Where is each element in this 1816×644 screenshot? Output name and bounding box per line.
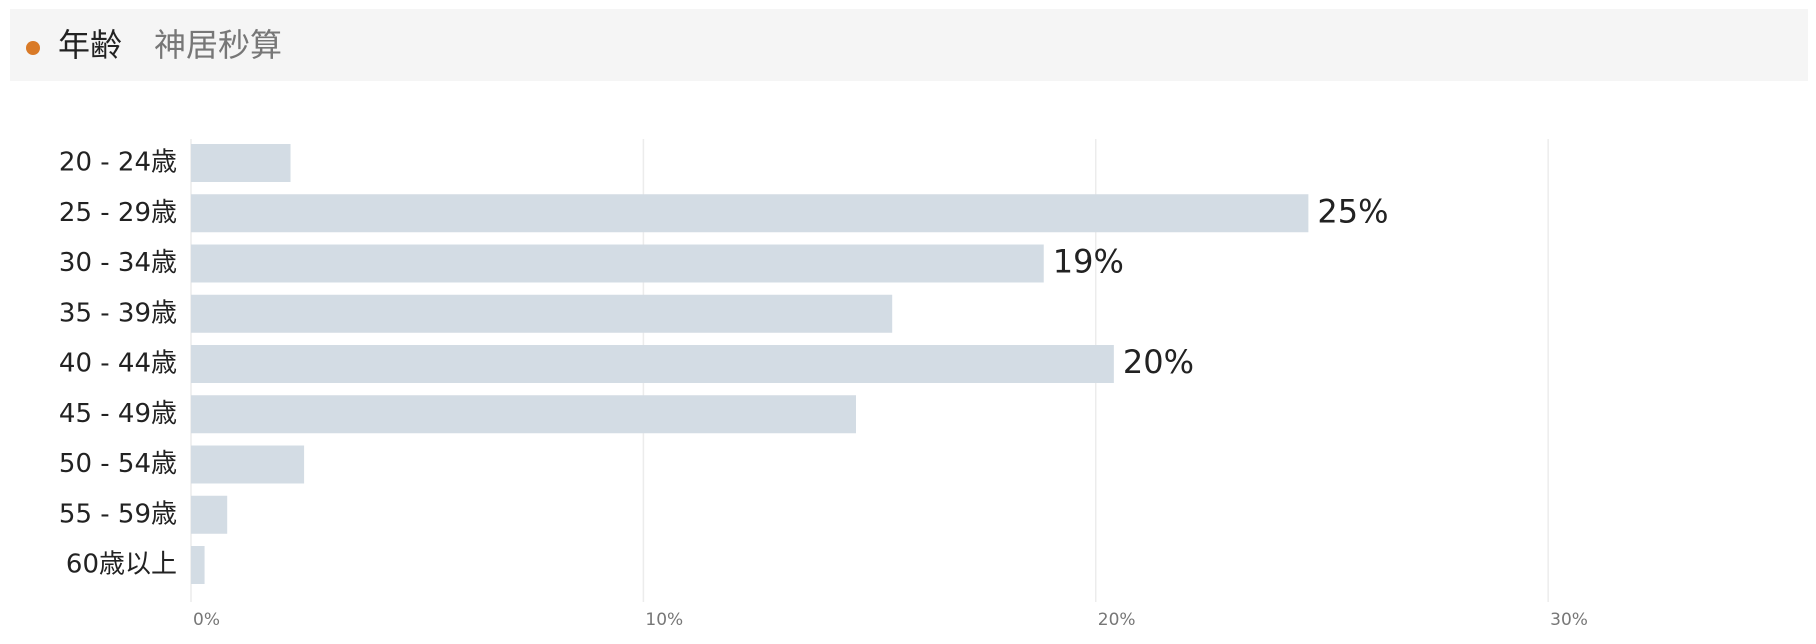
bar (191, 395, 856, 434)
x-tick-label: 20% (1098, 610, 1136, 630)
y-tick-label: 60歳以上 (66, 550, 177, 580)
x-tick-label: 10% (645, 610, 683, 630)
header-band (10, 9, 1808, 81)
y-tick-label: 20 - 24歳 (59, 148, 177, 178)
bar (191, 294, 893, 333)
y-tick-label: 50 - 54歳 (59, 449, 177, 479)
x-tick-label: 30% (1550, 610, 1588, 630)
bar (191, 546, 205, 584)
header-subtitle: 神居秒算 (154, 26, 282, 64)
bar (191, 144, 291, 182)
data-label: 19% (1053, 243, 1124, 281)
header-title: 年齢 (58, 26, 122, 64)
bar (191, 194, 1309, 233)
header-dot (26, 41, 40, 55)
y-tick-label: 25 - 29歳 (59, 198, 177, 228)
data-label: 25% (1317, 192, 1388, 230)
data-label: 20% (1123, 343, 1194, 381)
y-tick-label: 35 - 39歳 (59, 298, 177, 328)
bar (191, 244, 1044, 283)
y-tick-label: 45 - 49歳 (59, 399, 177, 429)
y-tick-label: 40 - 44歳 (59, 349, 177, 379)
y-tick-label: 55 - 59歳 (59, 499, 177, 529)
y-tick-label: 30 - 34歳 (59, 248, 177, 278)
bar (191, 495, 228, 534)
x-tick-label: 0% (193, 610, 220, 630)
bar (191, 445, 305, 484)
bar (191, 345, 1114, 383)
